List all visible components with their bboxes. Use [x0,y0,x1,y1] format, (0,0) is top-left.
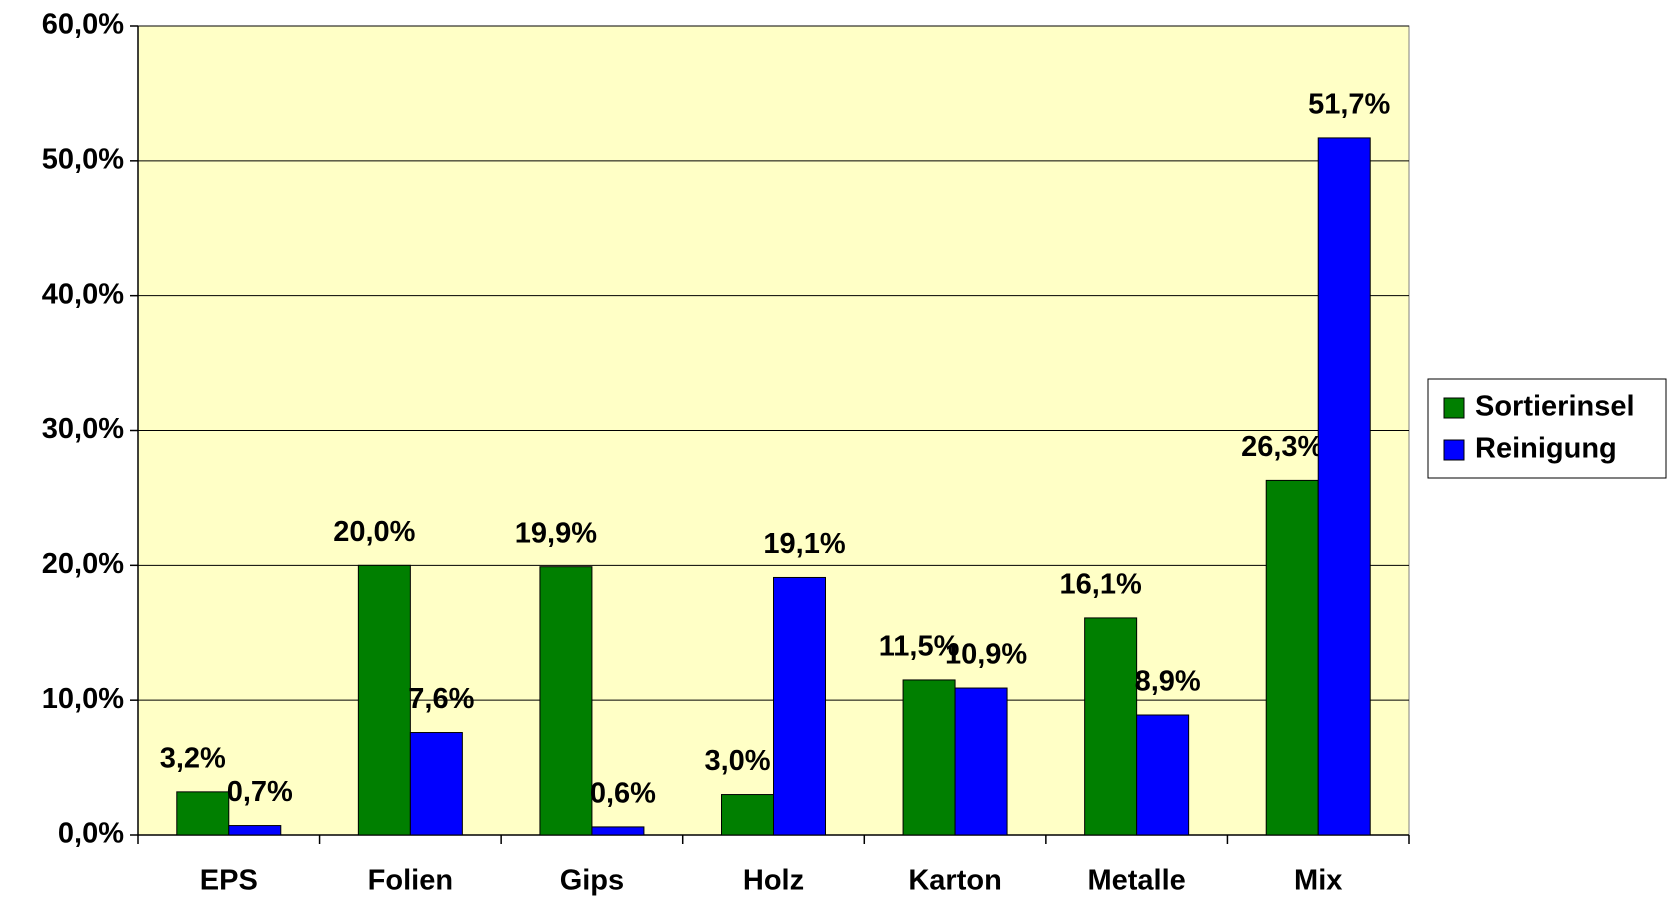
bar [357,564,411,836]
bar [902,679,956,836]
value-label: 0,6% [590,778,656,810]
value-label: 19,1% [763,528,845,560]
bar [539,566,593,836]
x-tick-label: Holz [743,865,804,897]
value-label: 0,7% [227,776,293,808]
bar [591,826,645,836]
value-label: 11,5% [879,631,960,663]
bar [1084,617,1138,836]
legend-swatch [1443,397,1465,419]
value-label: 8,9% [1135,666,1201,698]
value-label: 26,3% [1241,431,1323,463]
x-tick-label: EPS [200,865,258,897]
y-tick-label: 20,0% [42,548,124,580]
value-label: 51,7% [1308,89,1390,121]
value-label: 10,9% [945,639,1027,671]
value-label: 3,2% [160,743,226,775]
x-tick-label: Metalle [1087,865,1185,897]
y-tick-label: 30,0% [42,413,124,445]
value-label: 19,9% [515,517,597,549]
value-label: 16,1% [1060,569,1142,601]
x-tick-label: Folien [368,865,453,897]
bar [1265,479,1319,836]
value-label: 7,6% [408,683,474,715]
bar [1136,714,1190,836]
value-label: 20,0% [333,516,415,548]
value-label: 3,0% [704,745,770,777]
bar [721,794,774,836]
y-tick-label: 50,0% [42,143,124,175]
bar [1317,137,1371,836]
bar [409,732,463,836]
legend-label: Reinigung [1475,433,1617,465]
legend-label: Sortierinsel [1475,391,1635,423]
y-tick-label: 0,0% [58,818,124,850]
bar [176,791,230,836]
y-tick-label: 10,0% [42,683,124,715]
y-tick-label: 40,0% [42,278,124,310]
y-tick-label: 60,0% [42,9,124,41]
bar [954,687,1008,836]
legend [1427,378,1667,479]
bar [228,825,282,836]
x-tick-label: Gips [560,865,624,897]
x-tick-label: Karton [908,865,1001,897]
bar [773,576,826,836]
x-tick-label: Mix [1294,865,1342,897]
legend-swatch [1443,439,1465,461]
